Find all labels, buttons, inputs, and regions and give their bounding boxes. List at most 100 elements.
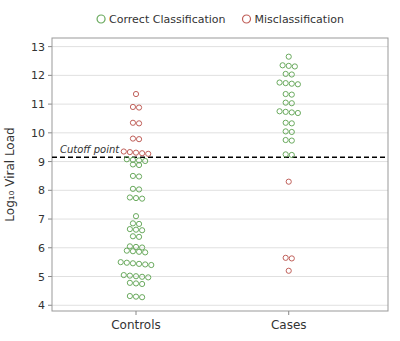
point [289,72,294,77]
point [130,104,135,109]
legend-label: Correct Classification [109,13,225,26]
point [124,248,129,253]
legend-label: Misclassification [255,13,344,26]
point [140,281,145,286]
y-tick-label: 9 [38,156,45,169]
point [127,195,132,200]
point [133,91,138,96]
y-tick [48,247,52,248]
series [121,91,294,273]
point [289,138,294,143]
y-tick-label: 10 [31,127,45,140]
point [289,81,294,86]
point [136,121,141,126]
point [130,173,135,178]
legend: Correct Classification Misclassification [97,13,344,26]
plot-area [52,54,388,300]
point [286,179,291,184]
point [130,261,135,266]
cutoff-line [52,157,388,158]
y-tick [48,276,52,277]
point [127,227,132,232]
point [130,234,135,239]
point [127,293,132,298]
point [136,261,141,266]
point [286,54,291,59]
point [277,109,282,114]
grid-line [52,161,388,162]
y-tick [48,75,52,76]
legend-item: Correct Classification [97,13,225,26]
point [289,121,294,126]
grid-line [52,305,388,306]
y-tick [48,219,52,220]
grid-line [52,132,388,133]
point [283,129,288,134]
series [118,54,300,300]
y-tick-label: 8 [38,184,45,197]
legend-marker [97,15,105,23]
point [136,221,141,226]
point [121,272,126,277]
point [140,274,145,279]
y-tick [48,46,52,47]
y-tick [48,305,52,306]
point [295,110,300,115]
point [283,109,288,114]
point [289,256,294,261]
point [280,63,285,68]
point [143,250,148,255]
point [133,214,138,219]
y-tick [48,190,52,191]
point [283,120,288,125]
point [133,294,138,299]
point [149,262,154,267]
x-tick [136,311,137,315]
grid-line [52,276,388,277]
point [127,149,132,154]
point [146,151,151,156]
point [136,162,141,167]
y-tick-label: 5 [38,271,45,284]
point [140,295,145,300]
point [143,158,148,163]
grid-line [52,46,388,47]
point [140,196,145,201]
point [286,63,291,68]
point [289,101,294,106]
point [133,150,138,155]
point [124,157,129,162]
point [277,80,282,85]
y-tick-label: 6 [38,242,45,255]
point [133,227,138,232]
point [283,91,288,96]
grid-line [52,75,388,76]
y-tick-label: 12 [31,69,45,82]
point [286,268,291,273]
point [283,100,288,105]
y-tick [48,132,52,133]
plot-frame [52,38,388,311]
point [130,221,135,226]
point [289,92,294,97]
point [127,280,132,285]
y-tick-label: 4 [38,299,45,312]
y-tick-label: 11 [31,98,45,111]
chart: 45678910111213ControlsCasesLog₁₀ Viral L… [0,0,400,341]
point [283,152,288,157]
grid-line [52,190,388,191]
grid-line [52,104,388,105]
point [133,195,138,200]
y-tick-label: 13 [31,41,45,54]
y-tick [48,161,52,162]
point [292,64,297,69]
point [283,137,288,142]
y-axis-label: Log₁₀ Viral Load [3,127,17,221]
point [289,152,294,157]
point [136,234,141,239]
x-tick-label: Cases [271,318,307,332]
point [146,275,151,280]
x-tick [288,311,289,315]
point [133,281,138,286]
point [130,186,135,191]
